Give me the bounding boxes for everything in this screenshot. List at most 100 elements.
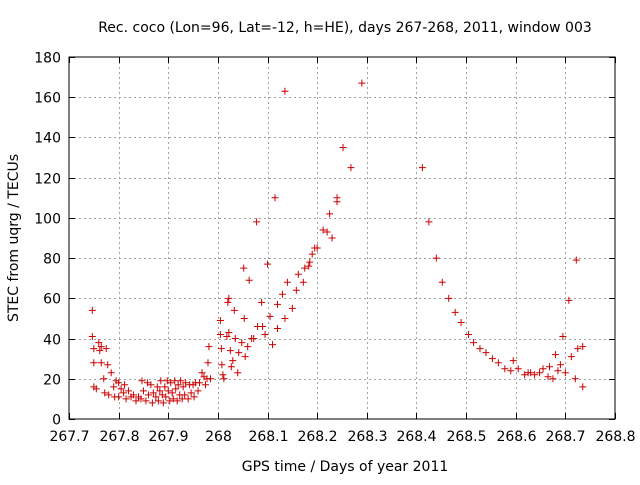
data-point bbox=[156, 387, 164, 395]
y-tick-label: 60 bbox=[43, 292, 61, 308]
data-point bbox=[122, 395, 130, 403]
data-point bbox=[574, 345, 582, 353]
data-point bbox=[488, 355, 496, 363]
data-point bbox=[227, 363, 235, 371]
data-point bbox=[457, 318, 465, 326]
x-tick-label: 268.6 bbox=[496, 429, 536, 445]
y-tick-label: 100 bbox=[34, 212, 61, 228]
y-tick-label: 0 bbox=[52, 413, 61, 429]
data-point bbox=[142, 397, 150, 405]
data-point bbox=[565, 296, 573, 304]
data-point bbox=[190, 393, 198, 401]
x-tick-label: 268.7 bbox=[545, 429, 585, 445]
data-point bbox=[223, 333, 231, 341]
data-point bbox=[169, 395, 177, 403]
data-point bbox=[544, 373, 552, 381]
data-point bbox=[117, 385, 125, 393]
data-point bbox=[339, 144, 347, 151]
data-point bbox=[152, 393, 160, 401]
data-point bbox=[266, 312, 274, 320]
data-point bbox=[154, 397, 162, 405]
data-point bbox=[96, 347, 104, 355]
data-point bbox=[567, 353, 575, 361]
data-point bbox=[445, 294, 453, 302]
chart-title: Rec. coco (Lon=96, Lat=-12, h=HE), days … bbox=[98, 20, 592, 36]
grid-lines bbox=[69, 57, 615, 419]
x-tick-labels: 267.7 267.8 267.9 268 268.1 268.2 268.3 268.4 26… bbox=[49, 429, 635, 445]
data-point bbox=[554, 367, 562, 375]
data-point bbox=[217, 345, 225, 353]
data-point bbox=[234, 369, 242, 377]
data-point bbox=[231, 335, 239, 343]
data-point bbox=[196, 379, 204, 387]
data-point bbox=[258, 298, 266, 306]
data-point bbox=[347, 164, 355, 172]
data-point bbox=[204, 359, 212, 367]
data-point bbox=[253, 218, 261, 226]
data-point bbox=[551, 351, 559, 359]
x-tick-label: 267.7 bbox=[49, 429, 89, 445]
data-point bbox=[97, 359, 105, 367]
data-point bbox=[556, 361, 564, 369]
data-point bbox=[301, 264, 309, 272]
data-point bbox=[509, 357, 517, 365]
data-point bbox=[501, 365, 509, 373]
data-point bbox=[88, 306, 96, 314]
data-point bbox=[97, 343, 105, 351]
data-point bbox=[261, 331, 269, 339]
x-tick-label: 268.4 bbox=[396, 429, 436, 445]
data-point bbox=[104, 361, 112, 369]
data-point bbox=[120, 389, 128, 397]
data-point bbox=[358, 79, 366, 87]
data-point bbox=[206, 375, 214, 383]
data-point bbox=[240, 314, 248, 322]
data-point bbox=[174, 381, 182, 389]
data-point bbox=[229, 357, 237, 365]
data-point bbox=[283, 278, 291, 286]
data-point bbox=[549, 375, 557, 383]
data-point bbox=[238, 339, 246, 347]
data-point bbox=[465, 331, 473, 339]
data-point bbox=[539, 365, 547, 373]
data-point bbox=[326, 210, 334, 218]
data-point bbox=[138, 377, 146, 385]
data-point bbox=[559, 333, 567, 341]
data-point bbox=[147, 381, 155, 389]
data-points bbox=[88, 79, 587, 407]
x-tick-label: 268.5 bbox=[446, 429, 486, 445]
data-point bbox=[115, 379, 123, 387]
x-tick-label: 268 bbox=[205, 429, 232, 445]
data-point bbox=[95, 339, 103, 347]
data-point bbox=[305, 262, 313, 270]
data-point bbox=[507, 367, 515, 375]
data-point bbox=[149, 389, 157, 397]
data-point bbox=[418, 164, 426, 172]
data-point bbox=[240, 264, 248, 272]
data-point bbox=[241, 353, 249, 361]
data-point bbox=[319, 226, 327, 234]
data-point bbox=[130, 391, 138, 399]
y-tick-label: 120 bbox=[34, 172, 61, 188]
data-point bbox=[218, 361, 226, 369]
y-axis-label: STEC from uqrg / TECUs bbox=[6, 154, 22, 322]
x-tick-label: 267.9 bbox=[148, 429, 188, 445]
data-point bbox=[432, 254, 440, 262]
data-point bbox=[168, 389, 176, 397]
data-point bbox=[88, 333, 96, 341]
data-point bbox=[572, 256, 580, 264]
data-point bbox=[162, 393, 170, 401]
data-point bbox=[264, 260, 272, 268]
data-point bbox=[172, 385, 180, 393]
data-point bbox=[527, 369, 535, 377]
data-point bbox=[269, 341, 277, 349]
data-point bbox=[245, 276, 253, 284]
data-point bbox=[101, 389, 109, 397]
data-point bbox=[173, 397, 181, 405]
data-point bbox=[294, 270, 302, 278]
data-point bbox=[137, 395, 145, 403]
data-point bbox=[153, 383, 161, 391]
x-tick-label: 268.2 bbox=[297, 429, 337, 445]
data-point bbox=[579, 383, 587, 391]
